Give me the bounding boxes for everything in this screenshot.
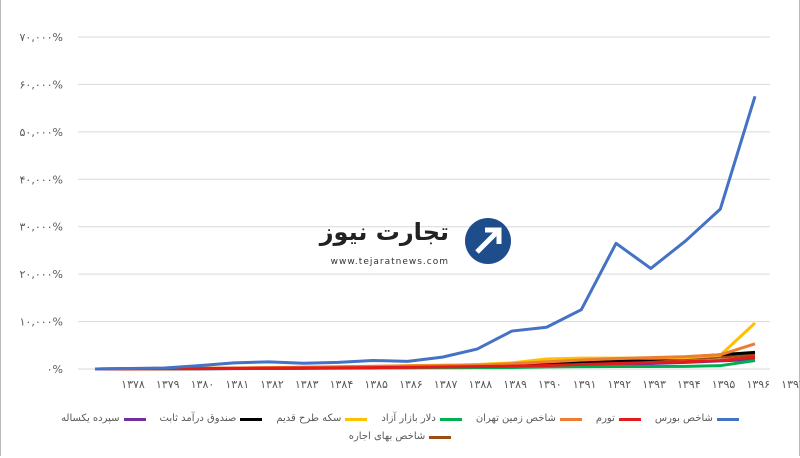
x-tick-label: ۱۳۸۴: [330, 378, 354, 391]
legend-item: سپرده یکساله: [61, 412, 146, 426]
watermark-title: تجارت نیوز: [319, 218, 449, 246]
x-tick-label: ۱۳۹۰: [538, 378, 562, 391]
y-tick-label: ۶٠,٠٠٠%: [19, 78, 63, 91]
legend-label: دلار بازار آزاد: [381, 413, 436, 424]
x-tick-label: ۱۳۸۱: [225, 378, 249, 391]
legend-swatch: [345, 417, 368, 421]
legend-swatch: [559, 417, 582, 421]
legend-swatch: [618, 417, 641, 421]
x-tick-label: ۱۳۹۳: [642, 378, 666, 391]
legend-item: شاخص زمین تهران: [476, 412, 582, 426]
legend-swatch: [716, 417, 739, 421]
legend-label: شاخص زمین تهران: [475, 413, 556, 424]
x-tick-label: ۱۳۹۷: [781, 378, 800, 391]
legend-swatch: [429, 435, 452, 439]
y-tick-label: ١٠,٠٠٠%: [20, 316, 64, 329]
x-axis-ticks: ۱۳۷۸ ۱۳۷۹ ۱۳۸۰ ۱۳۸۱ ۱۳۸۲ ۱۳۸۳ ۱۳۸۴ ۱۳۸۵ ۱۳۸۶ ۱۳۸۷…: [121, 378, 800, 391]
x-tick-label: ۱۳۸۲: [260, 378, 284, 391]
y-tick-label: ۴٠,٠٠٠%: [19, 173, 63, 186]
x-tick-label: ۱۳۹۲: [607, 378, 631, 391]
y-tick-label: ٠%: [47, 363, 63, 376]
legend-label: شاخص بهای اجاره: [348, 431, 426, 442]
line-chart: ٠% ١٠,٠٠٠% ٢٠,٠٠٠% ٣٠,٠٠٠% ۴٠,٠٠٠% ۵٠,٠٠٠% ۶٠,…: [19, 31, 800, 391]
series-lines: [94, 95, 757, 371]
series-line-0: [94, 95, 757, 371]
series-line-1: [94, 355, 756, 371]
x-tick-label: ۱۳۸۰: [191, 378, 215, 391]
x-tick-label: ۱۳۸۹: [503, 378, 527, 391]
x-tick-label: ۱۳۹۱: [573, 378, 597, 391]
legend-item: شاخص بورس: [655, 412, 739, 426]
legend-item: صندوق درآمد ثابت: [160, 412, 263, 426]
legend-item: تورم: [596, 412, 641, 426]
watermark-logo: تجارت نیوز www.tejaratnews.com: [315, 216, 515, 274]
y-axis-ticks: ٠% ١٠,٠٠٠% ٢٠,٠٠٠% ٣٠,٠٠٠% ۴٠,٠٠٠% ۵٠,٠٠٠% ۶٠,…: [19, 31, 63, 376]
logo-icon: [465, 218, 511, 264]
gridlines: [78, 36, 770, 370]
y-tick-label: ٢٠,٠٠٠%: [20, 268, 64, 281]
legend-item: سکه طرح قدیم: [276, 412, 368, 426]
legend-item: شاخص بهای اجاره: [349, 430, 452, 444]
y-tick-label: ٧٠,٠٠٠%: [20, 31, 64, 44]
legend-swatch: [123, 417, 146, 421]
legend-label: سکه طرح قدیم: [276, 413, 342, 424]
x-tick-label: ۱۳۷۸: [121, 378, 145, 391]
legend-swatch: [240, 417, 263, 421]
watermark-url: www.tejaratnews.com: [330, 257, 449, 267]
legend-label: صندوق درآمد ثابت: [159, 413, 237, 424]
chart-legend: شاخص بورس تورم شاخص زمین تهران دلار بازار آ…: [10, 412, 790, 444]
x-tick-label: ۱۳۹۵: [712, 378, 736, 391]
legend-label: شاخص بورس: [654, 413, 713, 424]
legend-item: دلار بازار آزاد: [381, 412, 462, 426]
y-tick-label: ٣٠,٠٠٠%: [20, 221, 64, 234]
x-tick-label: ۱۳۸۷: [434, 378, 458, 391]
x-tick-label: ۱۳۸۳: [295, 378, 319, 391]
legend-label: تورم: [595, 413, 615, 424]
x-tick-label: ۱۳۸۶: [399, 378, 423, 391]
x-tick-label: ۱۳۷۹: [156, 378, 180, 391]
x-tick-label: ۱۳۹۴: [677, 378, 701, 391]
legend-label: سپرده یکساله: [61, 413, 120, 424]
y-tick-label: ۵٠,٠٠٠%: [19, 126, 63, 139]
legend-swatch: [439, 417, 462, 421]
x-tick-label: ۱۳۸۸: [469, 378, 493, 391]
x-tick-label: ۱۳۹۶: [746, 378, 770, 391]
x-tick-label: ۱۳۸۵: [364, 378, 388, 391]
